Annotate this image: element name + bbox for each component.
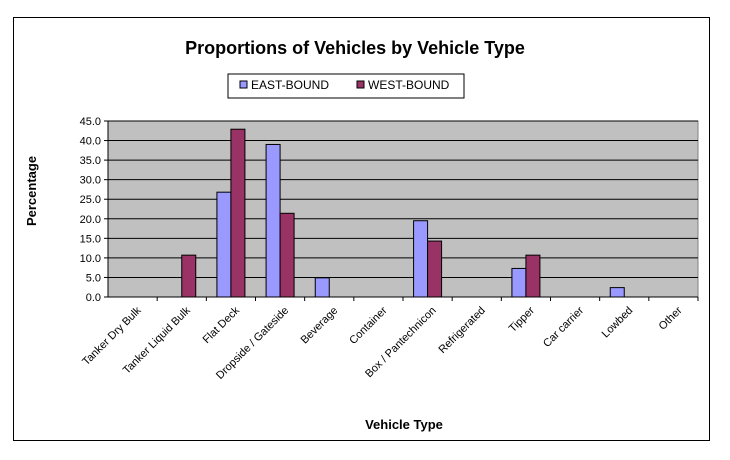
y-tick-label: 30.0 bbox=[80, 175, 101, 187]
bar-west-bound-dropside-gateside bbox=[279, 212, 295, 298]
x-tick-label: Container bbox=[347, 304, 389, 346]
bar-chart: Proportions of Vehicles by Vehicle Type … bbox=[24, 38, 699, 432]
chart-frame: Proportions of Vehicles by Vehicle Type … bbox=[13, 17, 710, 441]
x-tick-label: Tipper bbox=[507, 304, 537, 334]
x-tick-label: Refrigerated bbox=[437, 305, 488, 356]
bar-west-bound-tanker-liquid-bulk bbox=[181, 254, 197, 298]
x-axis-title: Vehicle Type bbox=[365, 417, 443, 432]
y-tick-label: 45.0 bbox=[80, 116, 101, 128]
bar-east-bound-tipper bbox=[511, 267, 527, 298]
y-axis: 0.0 5.0 10.0 15.0 20.0 25.0 30.0 35.0 40.0 45.0 bbox=[80, 116, 109, 304]
y-tick-label: 15.0 bbox=[80, 233, 101, 245]
x-tick-label: Lowbed bbox=[600, 305, 636, 341]
legend-label-east-bound: EAST-BOUND bbox=[251, 78, 329, 92]
legend-box bbox=[227, 73, 465, 99]
bar-east-bound-beverage bbox=[314, 277, 330, 298]
x-tick-label: Other bbox=[657, 304, 685, 332]
legend-swatch-east-bound bbox=[239, 80, 248, 89]
legend-swatch-west-bound bbox=[356, 80, 365, 89]
y-tick-label: 35.0 bbox=[80, 155, 101, 167]
bar-east-bound-box-pantechnicon bbox=[413, 220, 429, 298]
bar-east-bound-dropside-gateside bbox=[265, 143, 281, 298]
legend: EAST-BOUND WEST-BOUND bbox=[227, 73, 465, 99]
bar-west-bound-flat-deck bbox=[230, 128, 246, 298]
legend-label-west-bound: WEST-BOUND bbox=[368, 78, 450, 92]
bars bbox=[181, 128, 625, 298]
bar-east-bound-flat-deck bbox=[216, 191, 232, 298]
y-tick-label: 10.0 bbox=[80, 253, 101, 265]
bar-west-bound-tipper bbox=[525, 254, 541, 298]
x-tick-label: Car carrier bbox=[541, 304, 586, 349]
y-tick-label: 5.0 bbox=[86, 272, 101, 284]
y-tick-label: 0.0 bbox=[86, 292, 101, 304]
y-tick-label: 20.0 bbox=[80, 214, 101, 226]
bar-west-bound-box-pantechnicon bbox=[427, 240, 443, 298]
y-tick-label: 40.0 bbox=[80, 136, 101, 148]
gridlines bbox=[108, 120, 698, 278]
x-tick-label: Flat Deck bbox=[201, 304, 243, 346]
x-tick-label: Beverage bbox=[299, 305, 341, 347]
y-tick-label: 25.0 bbox=[80, 194, 101, 206]
chart-title: Proportions of Vehicles by Vehicle Type bbox=[185, 38, 525, 58]
bar-east-bound-lowbed bbox=[609, 287, 625, 298]
y-axis-title: Percentage bbox=[24, 156, 39, 226]
plot-area bbox=[107, 120, 699, 298]
